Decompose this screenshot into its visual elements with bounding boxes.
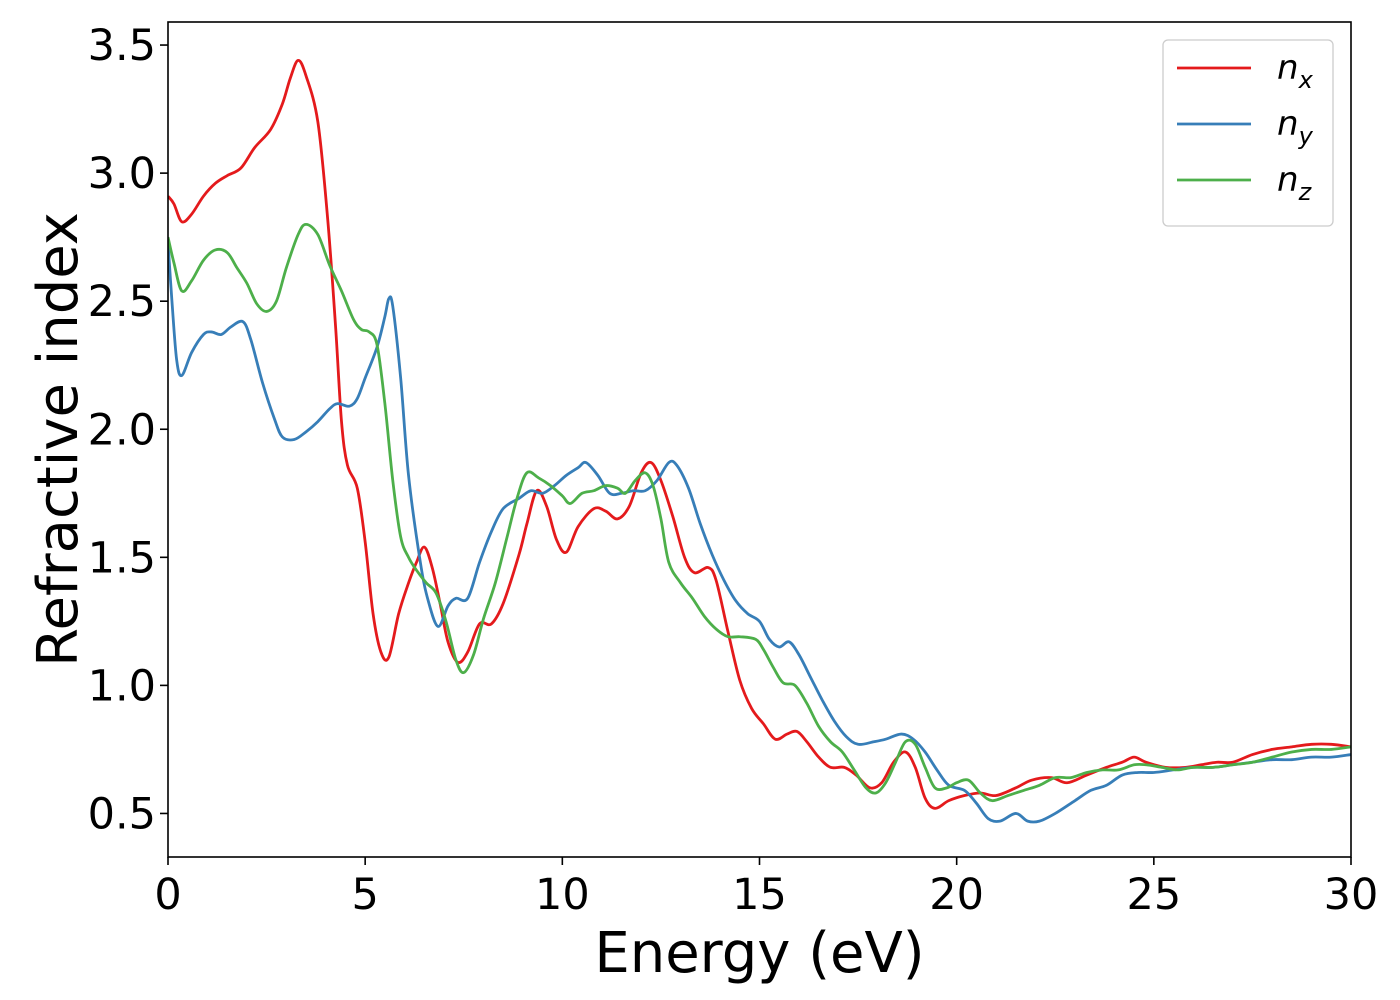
x-axis-ticks: 0 5 10 15 20 25 30	[154, 857, 1378, 920]
y-tick-label: 3.0	[88, 149, 156, 199]
y-tick-label: 1.0	[88, 661, 156, 711]
x-tick-label: 10	[535, 870, 590, 920]
y-axis-ticks: 0.5 1.0 1.5 2.0 2.5 3.0 3.5	[88, 21, 168, 839]
legend-label: nx	[1277, 48, 1314, 94]
legend-label: ny	[1277, 104, 1314, 150]
series-layer	[168, 59, 1351, 824]
x-tick-label: 30	[1324, 870, 1379, 920]
x-tick-label: 5	[351, 870, 378, 920]
series-line-n-z	[168, 222, 1351, 803]
legend: nx ny nz	[1162, 39, 1334, 227]
x-tick-label: 25	[1126, 870, 1181, 920]
legend-label: nz	[1277, 160, 1313, 206]
y-axis-label: Refractive index	[26, 212, 91, 667]
series-line-n-y	[168, 242, 1351, 824]
y-tick-label: 2.0	[88, 405, 156, 455]
y-tick-label: 3.5	[88, 21, 156, 71]
x-tick-label: 20	[929, 870, 984, 920]
x-axis-label: Energy (eV)	[594, 921, 924, 986]
y-tick-label: 2.5	[88, 277, 156, 327]
y-tick-label: 1.5	[88, 533, 156, 583]
y-tick-label: 0.5	[88, 789, 156, 839]
series-line-n-x	[168, 59, 1351, 810]
x-tick-label: 0	[154, 870, 181, 920]
x-tick-label: 15	[732, 870, 787, 920]
